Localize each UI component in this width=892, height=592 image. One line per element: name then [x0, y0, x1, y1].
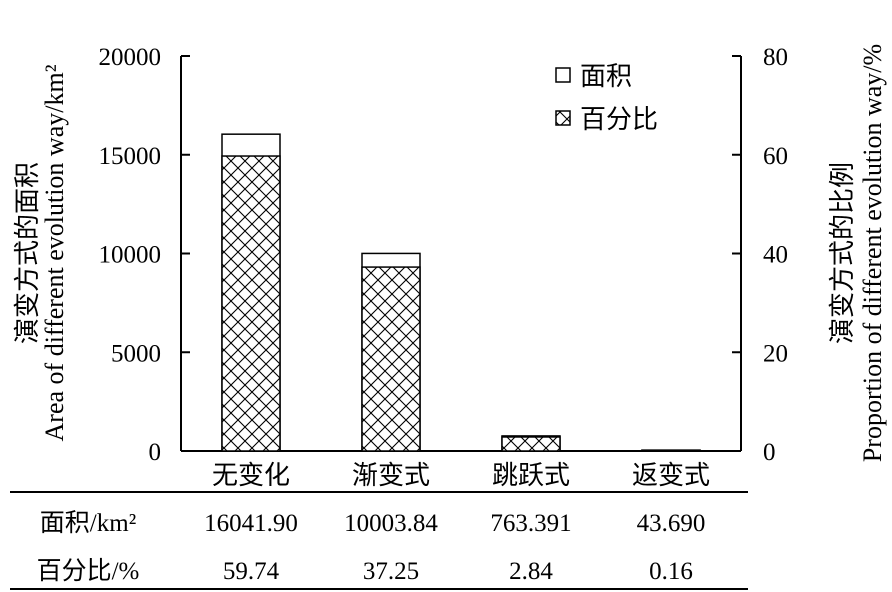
right-tick-label: 60 — [763, 143, 788, 170]
legend-percent-label: 百分比 — [580, 105, 658, 134]
category-label: 渐变式 — [352, 461, 430, 490]
table-cell: 43.690 — [637, 510, 706, 537]
bar-percent-2 — [361, 266, 421, 452]
table-cell: 2.84 — [509, 558, 553, 585]
category-label: 跳跃式 — [492, 461, 570, 490]
legend-area-swatch — [555, 67, 571, 83]
bar-percent-1 — [221, 155, 281, 452]
left-axis-title-cn: 演变方式的面积 — [13, 162, 42, 344]
right-tick-label: 20 — [763, 340, 788, 367]
right-axis-title-cn: 演变方式的比例 — [828, 162, 857, 344]
legend-percent-swatch — [555, 110, 571, 126]
table-cell: 10003.84 — [344, 510, 438, 537]
left-tick-label: 10000 — [99, 242, 162, 269]
table-row-label: 面积/km² — [40, 509, 136, 537]
right-tick-label: 0 — [763, 439, 776, 466]
table-cell: 16041.90 — [204, 510, 298, 537]
left-axis-title-en: Area of different evolution way/km² — [40, 64, 69, 441]
category-label: 返变式 — [632, 461, 710, 490]
legend: 面积 百分比 — [555, 62, 658, 134]
right-axis-title-en: Proportion of different evolution way/% — [858, 44, 887, 462]
bar-percent-3 — [501, 436, 561, 452]
table-cell: 763.391 — [490, 510, 571, 537]
table-row-label: 百分比/% — [37, 557, 140, 585]
table-cell: 0.16 — [649, 558, 693, 585]
table-cell: 37.25 — [363, 558, 419, 585]
legend-area-label: 面积 — [580, 62, 632, 91]
left-tick-label: 20000 — [99, 44, 162, 71]
right-tick-label: 40 — [763, 242, 788, 269]
left-tick-label: 0 — [149, 439, 162, 466]
right-tick-label: 80 — [763, 44, 788, 71]
category-label: 无变化 — [212, 461, 290, 490]
left-tick-label: 15000 — [99, 143, 162, 170]
table-cell: 59.74 — [223, 558, 280, 585]
left-tick-label: 5000 — [111, 340, 161, 367]
bar-percent-4 — [641, 449, 701, 452]
